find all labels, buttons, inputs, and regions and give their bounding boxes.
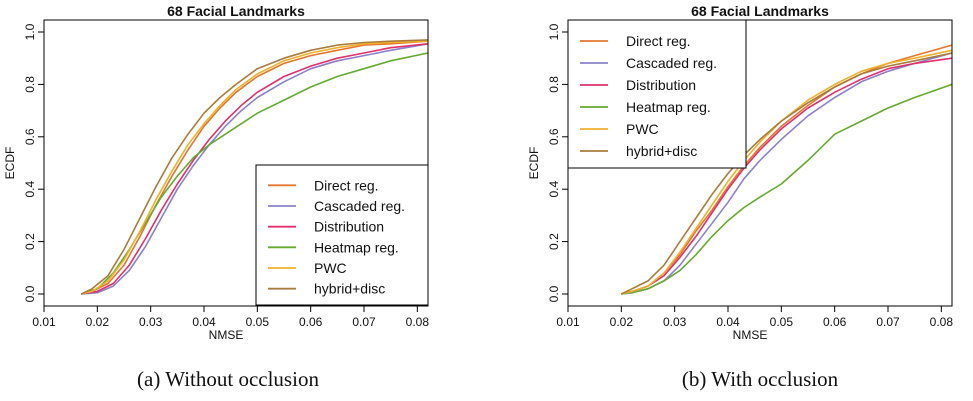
x-axis-label: NMSE — [209, 328, 244, 342]
y-tick-label: 1.0 — [23, 23, 37, 40]
x-tick-label: 0.03 — [139, 315, 163, 329]
y-axis-label: ECDF — [3, 147, 17, 180]
y-tick-label: 0.4 — [23, 181, 37, 198]
x-tick-label: 0.01 — [556, 315, 580, 329]
series-line-6 — [80, 39, 429, 295]
x-tick-label: 0.08 — [930, 315, 954, 329]
plot-frame — [43, 19, 429, 307]
x-tick-label: 0.02 — [610, 315, 634, 329]
legend-label: hybrid+disc — [314, 281, 385, 297]
legend-label: PWC — [314, 260, 347, 276]
x-tick-label: 0.02 — [86, 315, 110, 329]
legend-label: hybrid+disc — [626, 143, 697, 159]
chart-2: 68 Facial Landmarks 0.01 0.02 0.03 0.04 0.05 0… — [527, 3, 953, 342]
series-line-3 — [81, 43, 429, 295]
x-tick-label: 0.06 — [823, 315, 847, 329]
legend-label: PWC — [626, 121, 659, 137]
x-tick-label: 0.07 — [352, 315, 376, 329]
chart-title: 68 Facial Landmarks — [691, 3, 829, 19]
x-tick-label: 0.05 — [770, 315, 794, 329]
y-tick-label: 0.0 — [23, 285, 37, 302]
series-line-1 — [81, 40, 429, 295]
caption-left: (a) Without occlusion — [137, 367, 319, 391]
legend-box — [255, 164, 429, 306]
series-line-4 — [81, 52, 429, 295]
legend-label: Heatmap reg. — [626, 99, 711, 115]
legend-box — [567, 19, 747, 169]
chart-title: 68 Facial Landmarks — [167, 3, 305, 19]
x-tick-label: 0.07 — [876, 315, 900, 329]
y-tick-label: 0.4 — [547, 181, 561, 198]
y-axis-label: ECDF — [527, 147, 541, 180]
legend-label: Cascaded reg. — [314, 198, 405, 214]
x-tick-label: 0.06 — [299, 315, 323, 329]
legend-label: Heatmap reg. — [314, 239, 399, 255]
x-tick-label: 0.01 — [32, 315, 56, 329]
legend-label: Distribution — [314, 219, 384, 235]
x-tick-label: 0.08 — [406, 315, 430, 329]
y-tick-label: 0.6 — [547, 128, 561, 145]
x-axis-label: NMSE — [733, 328, 768, 342]
x-tick-label: 0.05 — [246, 315, 270, 329]
legend-label: Direct reg. — [314, 177, 379, 193]
legend-label: Direct reg. — [626, 33, 691, 49]
y-tick-label: 0.8 — [23, 76, 37, 93]
y-tick-label: 0.6 — [23, 128, 37, 145]
x-tick-label: 0.04 — [192, 315, 216, 329]
y-tick-label: 0.2 — [23, 233, 37, 250]
series-line-5 — [81, 40, 429, 295]
x-tick-label: 0.04 — [716, 315, 740, 329]
y-tick-label: 1.0 — [547, 23, 561, 40]
chart-1: 68 Facial Landmarks 0.01 0.02 0.03 0.04 0.05 0… — [3, 3, 429, 342]
y-tick-label: 0.2 — [547, 233, 561, 250]
legend-label: Distribution — [626, 77, 696, 93]
y-tick-label: 0.0 — [547, 285, 561, 302]
series-line-4 — [621, 83, 953, 295]
x-tick-label: 0.03 — [663, 315, 687, 329]
caption-right: (b) With occlusion — [681, 367, 839, 391]
legend-label: Cascaded reg. — [626, 55, 717, 71]
series-line-2 — [81, 43, 429, 295]
y-tick-label: 0.8 — [547, 76, 561, 93]
